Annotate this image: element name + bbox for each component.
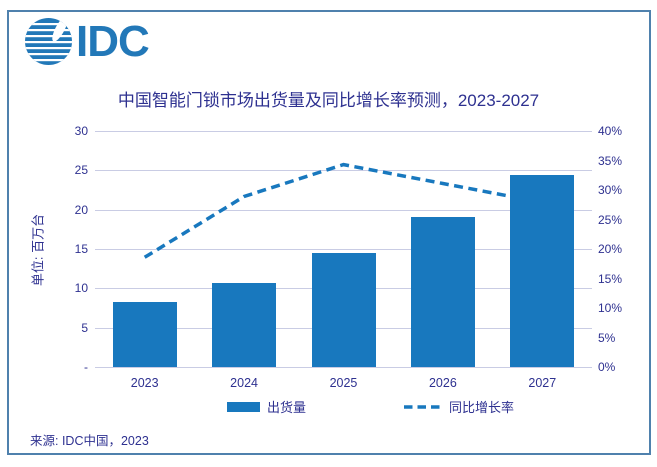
gridline — [95, 209, 592, 211]
idc-globe-icon — [25, 18, 72, 65]
chart-title: 中国智能门锁市场出货量及同比增长率预测，2023-2027 — [117, 91, 540, 110]
y-tick-right: 20% — [598, 242, 623, 256]
bar-2025 — [311, 252, 376, 367]
legend-label-shipments: 出货量 — [267, 400, 307, 415]
gridline — [95, 249, 592, 250]
bar-2026 — [410, 216, 475, 367]
idc-logo-text: IDC — [76, 16, 150, 66]
legend-label-growth: 同比增长率 — [449, 400, 515, 415]
legend-item-shipments: 出货量 — [227, 397, 306, 416]
y-tick-left: 30 — [74, 124, 88, 138]
y-tick-left: 25 — [74, 163, 88, 178]
y-tick-right: 25% — [598, 212, 623, 227]
y-tick-left: 15 — [74, 242, 88, 256]
line-series-swatch — [404, 404, 442, 409]
x-tick-2026: 2026 — [428, 376, 457, 390]
bar-2023 — [112, 301, 177, 367]
y-tick-left: 20 — [74, 202, 88, 217]
gridline — [95, 170, 592, 172]
y-tick-right: 40% — [598, 124, 623, 138]
gridline — [95, 131, 592, 132]
x-tick-2024: 2024 — [230, 376, 258, 390]
y-tick-right: 5% — [598, 330, 616, 345]
y-tick-left: 5 — [81, 320, 88, 335]
y-tick-right: 0% — [598, 360, 616, 374]
y-tick-right: 15% — [598, 271, 623, 286]
source-note: 来源: IDC中国，2023 — [30, 434, 149, 448]
y-tick-right: 35% — [598, 153, 623, 168]
x-tick-2027: 2027 — [528, 376, 557, 390]
idc-logo: IDC — [25, 16, 150, 66]
x-tick-2025: 2025 — [329, 376, 358, 390]
growth-line — [143, 162, 543, 259]
x-tick-2023: 2023 — [130, 376, 159, 390]
y-tick-left: 10 — [74, 281, 88, 296]
y-tick-right: 10% — [598, 301, 623, 315]
bar-2024 — [212, 282, 277, 367]
legend-item-growth: 同比增长率 — [404, 397, 514, 416]
bar-series-swatch — [227, 401, 260, 412]
y-tick-left: - — [84, 360, 88, 374]
bar-2027 — [510, 175, 575, 367]
y-tick-right: 30% — [598, 183, 623, 197]
gridline — [95, 367, 592, 368]
